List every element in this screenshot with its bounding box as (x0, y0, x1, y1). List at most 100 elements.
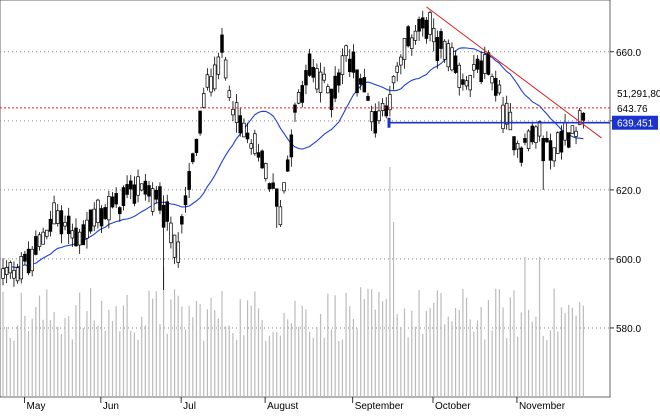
candle (52, 195, 56, 225)
volume-bar (363, 299, 365, 397)
volume-value-label: 51,291,80 (617, 89, 660, 100)
volume-bar (9, 337, 11, 397)
volume-bar (38, 295, 41, 397)
candle (311, 58, 316, 83)
candle-body (556, 132, 560, 154)
candle-body (548, 140, 553, 161)
volume-bar (582, 305, 584, 397)
volume-bar (104, 330, 106, 397)
volume-bar (228, 325, 230, 397)
candle (391, 75, 396, 90)
candle (249, 139, 253, 155)
volume-bar (341, 339, 344, 397)
candle-body (318, 71, 323, 93)
volume-bar (236, 339, 238, 397)
volume-bar (480, 306, 482, 397)
candle (366, 92, 370, 102)
candle (439, 28, 443, 59)
volume-bar (170, 299, 172, 397)
overlay-layer (0, 6, 610, 139)
candle (48, 210, 53, 237)
candle-body (464, 80, 469, 87)
candlestick-layer (1, 10, 586, 290)
candle-body (63, 222, 67, 227)
candle-body (435, 36, 440, 61)
candle (234, 94, 239, 133)
volume-bar (126, 294, 128, 397)
volume-bar (385, 298, 387, 397)
volume-bar (560, 307, 563, 397)
volume-bar (181, 306, 183, 397)
candle-body (439, 31, 443, 49)
candle-body (322, 73, 326, 81)
volume-bar (163, 267, 165, 397)
candle-body (333, 75, 337, 99)
candle-body (52, 202, 56, 225)
candle-body (234, 102, 239, 123)
candle (107, 190, 111, 229)
candle (66, 207, 71, 245)
candle-body (442, 40, 447, 60)
support-price-box (612, 115, 658, 130)
volume-bar (476, 320, 479, 397)
volume-bar (195, 300, 198, 397)
volume-bar (279, 335, 281, 397)
candle (464, 76, 469, 90)
candle (413, 25, 418, 45)
candle (278, 200, 283, 227)
candle-body (70, 230, 75, 239)
volume-bar (276, 332, 278, 397)
x-month-label: September (355, 401, 405, 412)
candle (501, 96, 505, 133)
candle-body (315, 68, 319, 90)
candle-body (300, 85, 305, 103)
candle-body (118, 207, 122, 215)
volume-bar (403, 308, 406, 397)
candle-body (136, 176, 140, 196)
candle (406, 24, 410, 48)
candle (110, 191, 115, 209)
candle (143, 173, 148, 201)
candle (395, 61, 399, 82)
volume-bar (294, 300, 296, 397)
volume-bar (316, 326, 318, 397)
candle-body (289, 134, 294, 158)
candle (194, 138, 199, 156)
candle-body (523, 138, 527, 143)
candle (563, 113, 567, 146)
candle-body (48, 218, 53, 232)
volume-bar (465, 297, 468, 397)
candle-body (373, 111, 378, 134)
candle-body (304, 70, 308, 86)
x-month-label: August (267, 401, 298, 412)
volume-bar (509, 297, 511, 397)
candle-body (431, 28, 436, 43)
volume-bar (433, 302, 435, 397)
volume-bar (57, 326, 59, 397)
volume-bar (79, 292, 81, 397)
candle (329, 88, 334, 118)
candle-body (55, 210, 60, 224)
candle (304, 64, 308, 95)
volume-bar (473, 331, 475, 397)
x-month-label: Jul (183, 401, 196, 412)
candle-body (37, 234, 42, 247)
candle (362, 68, 367, 93)
candle (428, 10, 432, 42)
candle-body (92, 208, 96, 227)
candle (1, 258, 5, 286)
volume-bar (243, 335, 245, 397)
candle (15, 263, 20, 284)
candle (275, 188, 279, 228)
volume-bar (382, 301, 384, 397)
candle-body (212, 64, 217, 90)
volume-bar (287, 319, 289, 397)
candle (92, 202, 96, 232)
candle-body (530, 125, 534, 143)
candle (103, 204, 107, 220)
candle-body (468, 75, 472, 91)
candle (344, 44, 348, 62)
candle (125, 175, 129, 199)
candle (99, 205, 104, 234)
volume-bar (119, 331, 121, 397)
